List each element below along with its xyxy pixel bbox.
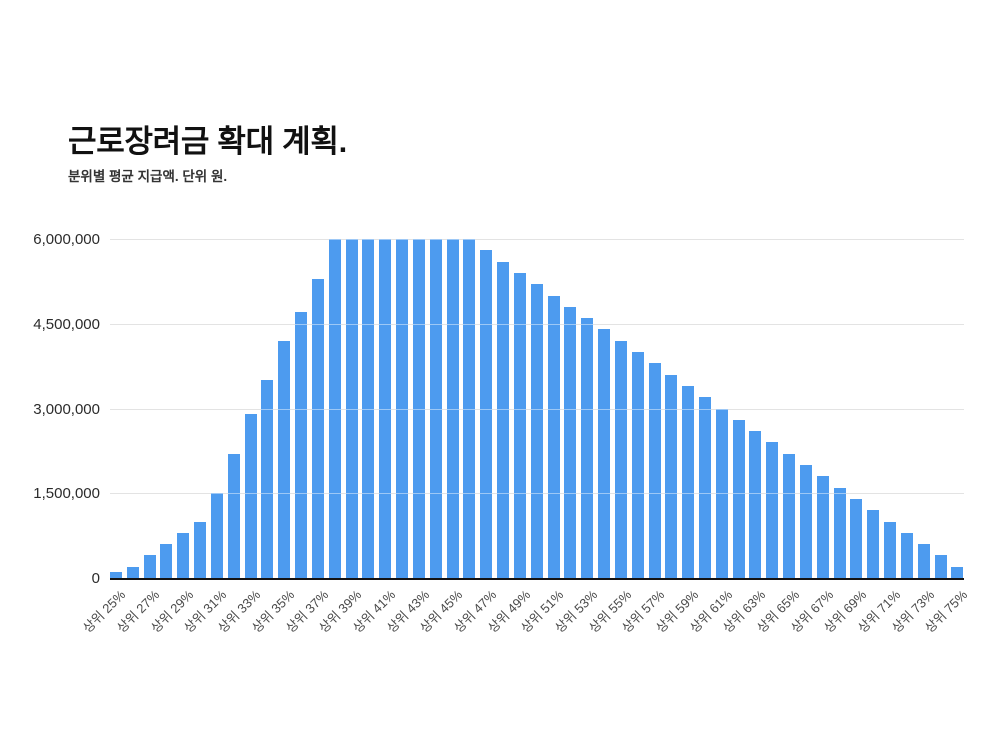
bar (429, 239, 442, 578)
chart-subtitle: 분위별 평균 지급액. 단위 원. (68, 169, 228, 184)
bar (631, 352, 644, 578)
bar (581, 318, 594, 578)
chart-title: 근로장려금 확대 계획. (68, 124, 347, 159)
y-tick-label: 6,000,000 (33, 231, 100, 248)
bar (261, 380, 274, 578)
bar (227, 453, 240, 578)
bar (665, 374, 678, 578)
x-axis-line (110, 578, 964, 580)
bar (732, 419, 745, 578)
bar (446, 239, 459, 578)
bar (345, 239, 358, 578)
bar (766, 442, 779, 578)
bar (934, 555, 947, 578)
bar (278, 340, 291, 578)
bar (143, 555, 156, 578)
bar (614, 340, 627, 578)
gridline-overlay (110, 493, 964, 495)
bar (598, 329, 611, 578)
y-tick-label: 1,500,000 (33, 485, 100, 503)
bar (884, 521, 897, 578)
bar (160, 544, 173, 578)
bar (480, 250, 493, 578)
bar (547, 295, 560, 578)
bar (177, 532, 190, 578)
bar (682, 385, 695, 578)
bar (396, 239, 409, 578)
y-tick-label: 3,000,000 (33, 400, 100, 418)
bar (951, 566, 964, 578)
bar (210, 493, 223, 578)
bar (783, 453, 796, 578)
y-tick-label: 0 (91, 570, 100, 587)
bar (833, 487, 846, 578)
bar-series (110, 239, 964, 578)
bar (110, 572, 122, 578)
bar (917, 544, 930, 578)
bar (715, 408, 728, 578)
bar (564, 306, 577, 578)
bar (311, 278, 324, 578)
bar (749, 431, 762, 578)
bar (244, 414, 257, 578)
gridline-overlay (110, 408, 964, 410)
bar (513, 272, 526, 578)
bar (850, 498, 863, 578)
bar (194, 521, 207, 578)
bar (530, 284, 543, 578)
bar (648, 363, 661, 578)
bar (799, 465, 812, 578)
y-tick-label: 4,500,000 (33, 315, 100, 333)
gridline (110, 239, 964, 240)
bar (362, 239, 375, 578)
bar (497, 261, 510, 578)
bar (867, 510, 880, 578)
bar (412, 239, 425, 578)
bar (328, 239, 341, 578)
bar (698, 397, 711, 578)
gridline-overlay (110, 239, 964, 240)
bar (900, 532, 913, 578)
gridline-overlay (110, 323, 964, 325)
bar (295, 312, 308, 578)
bar (126, 566, 139, 578)
bar (463, 239, 476, 578)
bar (816, 476, 829, 578)
bar (379, 239, 392, 578)
